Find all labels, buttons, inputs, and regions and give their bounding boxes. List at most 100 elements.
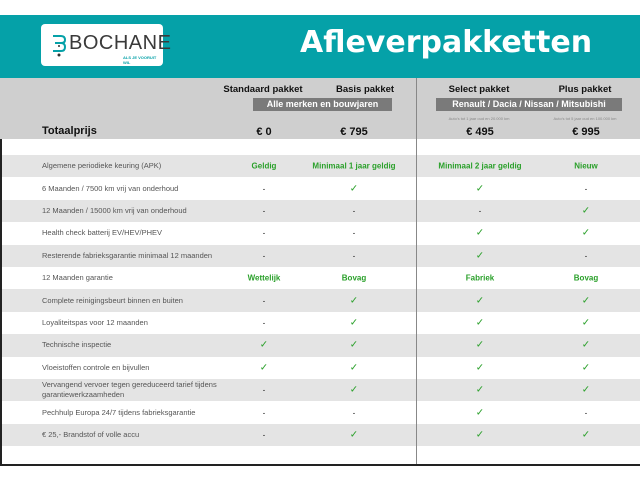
dash-cell: -	[584, 251, 588, 261]
check-icon: ✓	[581, 429, 591, 441]
value-cell: Minimaal 2 jaar geldig	[438, 161, 522, 171]
check-icon: ✓	[475, 429, 485, 441]
value-cell: Fabriek	[465, 273, 495, 283]
check-icon: ✓	[259, 362, 269, 374]
check-icon: ✓	[349, 362, 359, 374]
bochane-logo: BOCHANE ALS JE VOORUIT WIL	[41, 24, 171, 66]
total-label: Totaalprijs	[42, 125, 97, 137]
row-label: Pechhulp Europa 24/7 tijdens fabrieksgar…	[42, 407, 196, 417]
row-label: Vervangend vervoer tegen gereduceerd tar…	[42, 380, 217, 400]
header-banner: BOCHANE ALS JE VOORUIT WIL Afleverpakket…	[0, 15, 640, 78]
table-left-border	[0, 139, 2, 465]
dash-cell: -	[352, 251, 356, 261]
dash-cell: -	[262, 251, 266, 261]
table-row: € 25,- Brandstof of volle accu - ✓ ✓ ✓	[0, 423, 640, 447]
table-row: Pechhulp Europa 24/7 tijdens fabrieksgar…	[0, 401, 640, 423]
check-icon: ✓	[475, 227, 485, 239]
table-row: Health check batterij EV/HEV/PHEV - - ✓ ✓	[0, 222, 640, 244]
dash-cell: -	[262, 318, 266, 328]
band-all-brands: Alle merken en bouwjaren	[253, 98, 392, 111]
check-icon: ✓	[581, 227, 591, 239]
dash-cell: -	[584, 184, 588, 194]
column-divider	[416, 78, 417, 465]
table-row: 12 Maanden / 15000 km vrij van onderhoud…	[0, 199, 640, 223]
dash-cell: -	[262, 408, 266, 418]
row-label: 12 Maanden / 15000 km vrij van onderhoud	[42, 205, 187, 215]
table-row: 12 Maanden garantie Wettelijk Bovag Fabriek…	[0, 267, 640, 289]
table-row: Loyaliteitspas voor 12 maanden - ✓ ✓ ✓	[0, 312, 640, 334]
price: € 0	[256, 126, 272, 138]
check-icon: ✓	[475, 407, 485, 419]
page-title: Afleverpakketten	[300, 25, 593, 60]
check-icon: ✓	[581, 362, 591, 374]
logo-cart-icon	[53, 35, 67, 57]
row-label: Technische inspectie	[42, 340, 112, 350]
check-icon: ✓	[581, 339, 591, 351]
logo-name: BOCHANE	[69, 32, 172, 54]
dash-cell: -	[262, 206, 266, 216]
table-row: 6 Maanden / 7500 km vrij van onderhoud - ✓…	[0, 177, 640, 199]
table-row: Technische inspectie ✓ ✓ ✓ ✓	[0, 334, 640, 357]
value-cell: Geldig	[251, 161, 277, 171]
row-label: Complete reinigingsbeurt binnen en buite…	[42, 295, 183, 305]
check-icon: ✓	[475, 362, 485, 374]
row-label: Vloeistoffen controle en bijvullen	[42, 362, 150, 372]
package-note: Auto's tot 1 jaar oud en 20.000 km	[448, 116, 510, 121]
table-row: Vervangend vervoer tegen gereduceerd tar…	[0, 379, 640, 402]
dash-cell: -	[352, 206, 356, 216]
row-label: Health check batterij EV/HEV/PHEV	[42, 228, 163, 238]
row-label: Resterende fabrieksgarantie minimaal 12 …	[42, 250, 213, 260]
band-brands: Renault / Dacia / Nissan / Mitsubishi	[436, 98, 622, 111]
check-icon: ✓	[259, 339, 269, 351]
check-icon: ✓	[581, 295, 591, 307]
check-icon: ✓	[581, 384, 591, 396]
price: € 495	[466, 126, 494, 138]
package-name: Plus pakket	[558, 84, 612, 95]
dash-cell: -	[478, 206, 482, 216]
check-icon: ✓	[475, 384, 485, 396]
check-icon: ✓	[349, 384, 359, 396]
dash-cell: -	[584, 408, 588, 418]
value-cell: Bovag	[573, 273, 599, 283]
check-icon: ✓	[349, 295, 359, 307]
table-bottom-border	[0, 464, 640, 466]
check-icon: ✓	[581, 205, 591, 217]
check-icon: ✓	[349, 317, 359, 329]
check-icon: ✓	[349, 339, 359, 351]
check-icon: ✓	[349, 429, 359, 441]
dash-cell: -	[352, 408, 356, 418]
value-cell: Wettelijk	[247, 273, 281, 283]
price: € 995	[572, 126, 600, 138]
check-icon: ✓	[475, 295, 485, 307]
table-row: Algemene periodieke keuring (APK) Geldig M…	[0, 155, 640, 178]
check-icon: ✓	[475, 183, 485, 195]
package-name: Standaard pakket	[223, 84, 303, 95]
logo-tagline: ALS JE VOORUIT WIL	[123, 55, 157, 65]
row-label: Loyaliteitspas voor 12 maanden	[42, 317, 148, 327]
dash-cell: -	[262, 228, 266, 238]
check-icon: ✓	[475, 250, 485, 262]
dash-cell: -	[262, 430, 266, 440]
row-label: 12 Maanden garantie	[42, 273, 113, 283]
package-header: Standaard pakket Basis pakket Select pak…	[0, 78, 640, 139]
table-row: Resterende fabrieksgarantie minimaal 12 …	[0, 244, 640, 267]
value-cell: Nieuw	[574, 161, 598, 171]
dash-cell: -	[262, 385, 266, 395]
row-label: 6 Maanden / 7500 km vrij van onderhoud	[42, 183, 179, 193]
dash-cell: -	[262, 296, 266, 306]
check-icon: ✓	[475, 317, 485, 329]
value-cell: Minimaal 1 jaar geldig	[312, 161, 396, 171]
package-name: Select pakket	[448, 84, 510, 95]
check-icon: ✓	[581, 317, 591, 329]
check-icon: ✓	[349, 183, 359, 195]
row-label: Algemene periodieke keuring (APK)	[42, 161, 162, 171]
package-name: Basis pakket	[335, 84, 395, 95]
table-row: Complete reinigingsbeurt binnen en buite…	[0, 289, 640, 312]
price: € 795	[340, 126, 368, 138]
package-note: Auto's tot 5 jaar oud en 100.000 km	[553, 116, 617, 121]
dash-cell: -	[262, 184, 266, 194]
dash-cell: -	[352, 228, 356, 238]
check-icon: ✓	[475, 339, 485, 351]
table-row: Vloeistoffen controle en bijvullen ✓ ✓ ✓ ✓	[0, 357, 640, 379]
row-label: € 25,- Brandstof of volle accu	[42, 429, 140, 439]
